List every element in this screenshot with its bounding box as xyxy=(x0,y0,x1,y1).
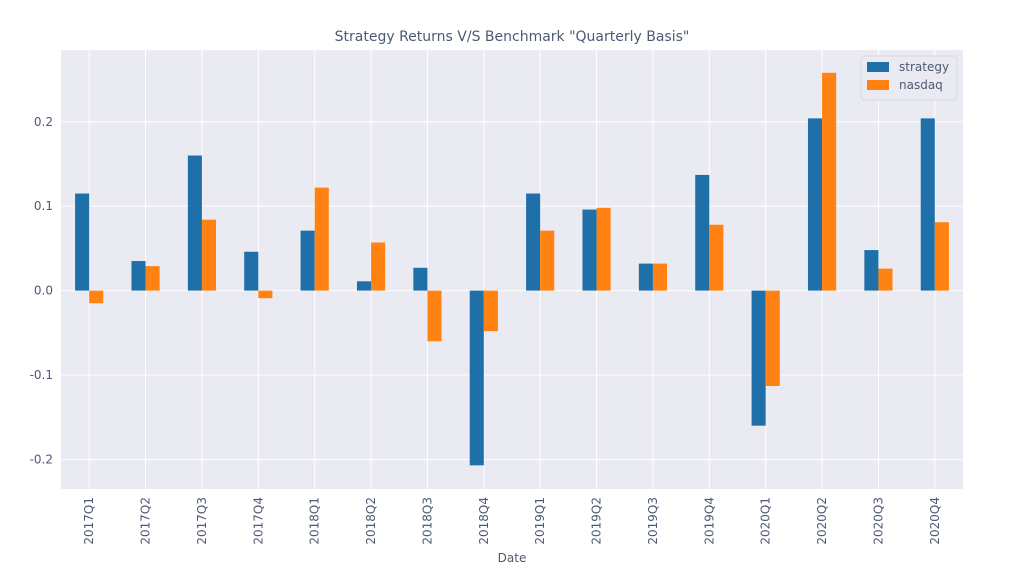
bar-nasdaq-2018Q4 xyxy=(483,290,498,332)
x-tick-label: 2017Q1 xyxy=(82,497,96,545)
bar-nasdaq-2017Q2 xyxy=(145,266,160,291)
bar-nasdaq-2019Q1 xyxy=(540,230,555,291)
bar-nasdaq-2018Q3 xyxy=(427,290,442,342)
bar-strategy-2017Q2 xyxy=(131,261,146,291)
bar-nasdaq-2019Q3 xyxy=(652,263,668,291)
x-tick-label: 2017Q4 xyxy=(251,497,265,545)
x-tick-label: 2019Q2 xyxy=(590,497,604,545)
x-axis-label: Date xyxy=(498,551,527,565)
chart-title: Strategy Returns V/S Benchmark "Quarterl… xyxy=(335,29,690,45)
legend-label-nasdaq: nasdaq xyxy=(899,78,943,92)
bar-strategy-2017Q3 xyxy=(187,155,202,291)
bar-nasdaq-2017Q1 xyxy=(89,290,104,304)
x-tick-label: 2019Q3 xyxy=(646,497,660,545)
bar-strategy-2018Q4 xyxy=(469,290,484,466)
bar-nasdaq-2020Q1 xyxy=(765,290,780,387)
bar-nasdaq-2019Q4 xyxy=(709,224,724,291)
x-axis-ticks: 2017Q1 2017Q2 2017Q3 2017Q4 2018Q1 2018Q2 2018… xyxy=(82,497,942,545)
bar-strategy-2019Q4 xyxy=(695,174,710,291)
bar-strategy-2019Q2 xyxy=(582,209,597,291)
bar-nasdaq-2020Q2 xyxy=(822,72,837,291)
bar-strategy-2019Q3 xyxy=(638,263,653,291)
bar-strategy-2018Q3 xyxy=(413,267,428,291)
y-axis-ticks: -0.2 -0.1 0.0 0.1 0.2 xyxy=(30,115,53,467)
bar-nasdaq-2020Q3 xyxy=(878,268,893,291)
bar-strategy-2018Q1 xyxy=(300,230,315,291)
bar-strategy-2020Q3 xyxy=(864,250,879,291)
bar-nasdaq-2017Q3 xyxy=(201,219,217,291)
bar-strategy-2019Q1 xyxy=(526,193,541,291)
x-tick-label: 2020Q3 xyxy=(871,497,885,545)
x-tick-label: 2019Q1 xyxy=(533,497,547,545)
x-tick-label: 2017Q3 xyxy=(195,497,209,545)
legend: strategy nasdaq xyxy=(860,55,958,101)
bar-strategy-2017Q1 xyxy=(75,193,90,291)
x-tick-label: 2020Q4 xyxy=(928,497,942,545)
bar-nasdaq-2017Q4 xyxy=(258,290,273,299)
legend-swatch-nasdaq xyxy=(867,80,889,90)
bar-nasdaq-2018Q2 xyxy=(371,242,386,291)
bar-strategy-2020Q4 xyxy=(920,118,935,291)
x-tick-label: 2018Q3 xyxy=(420,497,434,545)
x-tick-label: 2018Q2 xyxy=(364,497,378,545)
x-tick-label: 2017Q2 xyxy=(139,497,153,545)
legend-swatch-strategy xyxy=(867,62,889,72)
bar-strategy-2018Q2 xyxy=(356,281,372,291)
x-tick-label: 2018Q1 xyxy=(308,497,322,545)
bar-strategy-2020Q2 xyxy=(807,118,823,291)
bar-nasdaq-2018Q1 xyxy=(314,187,329,291)
bar-nasdaq-2019Q2 xyxy=(596,207,611,291)
x-tick-label: 2020Q1 xyxy=(759,497,773,545)
legend-label-strategy: strategy xyxy=(899,60,949,74)
bar-strategy-2017Q4 xyxy=(244,251,259,291)
bar-nasdaq-2020Q4 xyxy=(934,222,949,291)
y-tick-label: 0.2 xyxy=(34,115,53,129)
bars xyxy=(75,72,949,466)
y-tick-label: -0.2 xyxy=(30,452,53,466)
y-tick-label: 0.1 xyxy=(34,199,53,213)
x-tick-label: 2018Q4 xyxy=(477,497,491,545)
y-tick-label: -0.1 xyxy=(30,368,53,382)
bar-strategy-2020Q1 xyxy=(751,290,766,426)
x-tick-label: 2019Q4 xyxy=(702,497,716,545)
y-tick-label: 0.0 xyxy=(34,284,53,298)
x-tick-label: 2020Q2 xyxy=(815,497,829,545)
